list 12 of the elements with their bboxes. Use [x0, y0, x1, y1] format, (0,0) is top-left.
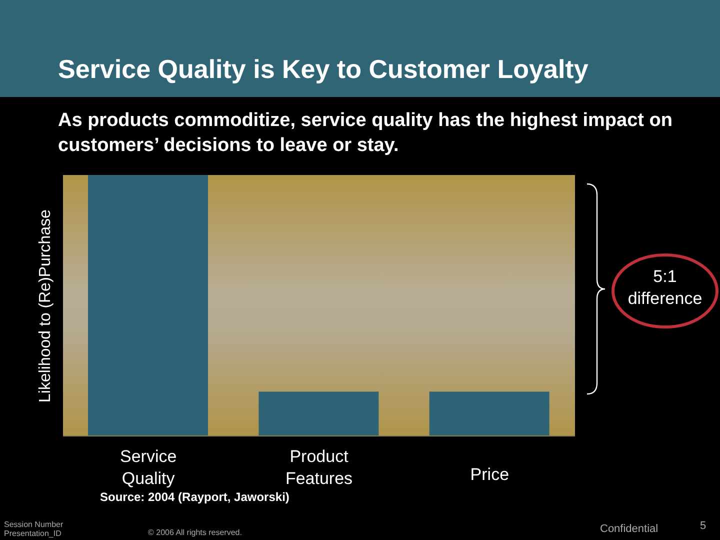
chart-subtitle: As products commoditize, service quality has the highest impact on customers’ decisions to leave or stay. [58, 109, 674, 158]
text: © 2006 All rights reserved. [148, 528, 242, 537]
text: Confidential [600, 523, 658, 535]
text: Session Number Presentation_ID [4, 520, 64, 538]
text: 5:1 difference [626, 266, 704, 310]
y-axis-title: Likelihood to (Re)Purchase [37, 210, 55, 402]
chart-title: Service Quality is Key to Customer Loyalty [58, 54, 588, 85]
x-tick-label: Product Features [285, 447, 353, 488]
x-tick-label: Price [470, 465, 510, 484]
source-note: Source: 2004 (Rayport, Jaworski) [100, 490, 290, 504]
x-tick-label: Service Quality [120, 447, 177, 488]
text: 5 [700, 520, 706, 532]
